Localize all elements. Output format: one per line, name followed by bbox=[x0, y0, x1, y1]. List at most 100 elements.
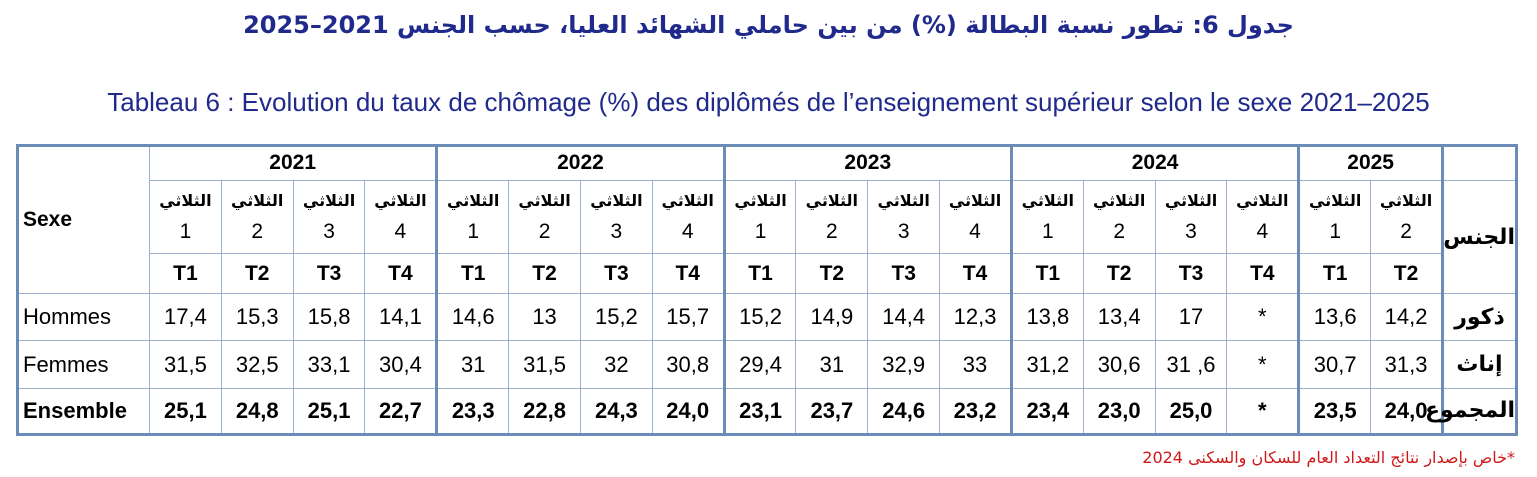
quarter-header-cell: الثلاثي 2 bbox=[508, 179, 581, 254]
rate-cell: 30,7 bbox=[1297, 340, 1372, 389]
quarter-header-cell: الثلاثي 3 bbox=[579, 179, 653, 254]
rate-cell: * bbox=[1226, 340, 1300, 389]
quarter-word: الثلاثي bbox=[231, 190, 284, 210]
rate-cell: 12,3 bbox=[939, 293, 1012, 342]
quarter-number: 1 bbox=[1329, 219, 1341, 243]
quarter-word: الثلاثي bbox=[805, 190, 859, 210]
quarter-header-cell: الثلاثي 1 bbox=[149, 179, 222, 254]
rate-cell: * bbox=[1226, 387, 1300, 436]
quarter-code-cell: T3 bbox=[1154, 252, 1228, 295]
quarter-header-cell: الثلاثي 1 bbox=[722, 179, 797, 254]
t-label-row: T1 T2 T3 T4 T1 T2 T3 T4 T1 T2 T3 T4 T1 T2 T3 T4 T1 T2 bbox=[18, 252, 1517, 295]
rate-cell: 32,5 bbox=[220, 340, 294, 389]
row-label-ar: ذكور bbox=[1441, 293, 1517, 342]
quarter-word: الثلاثي bbox=[661, 190, 714, 210]
quarter-word: الثلاثي bbox=[374, 190, 427, 210]
rate-cell: 22,7 bbox=[364, 387, 438, 436]
quarter-header-cell: الثلاثي 4 bbox=[1226, 179, 1300, 254]
rate-cell: 13,6 bbox=[1297, 293, 1372, 342]
rate-cell: 23,4 bbox=[1009, 387, 1084, 436]
rate-cell: 33 bbox=[939, 340, 1012, 389]
quarter-header-cell: الثلاثي 3 bbox=[867, 179, 941, 254]
title-french: Tableau 6 : Evolution du taux de chômage… bbox=[107, 87, 1430, 117]
year-2023: 2023 bbox=[722, 145, 1012, 181]
rate-cell: 30,4 bbox=[364, 340, 438, 389]
quarter-number: 1 bbox=[754, 219, 767, 243]
quarter-number: 4 bbox=[394, 219, 407, 243]
rate-cell: 23,3 bbox=[435, 387, 510, 436]
rate-cell: 25,1 bbox=[149, 387, 222, 436]
quarter-code-cell: T1 bbox=[1297, 252, 1372, 295]
quarter-word: الثلاثي bbox=[877, 190, 930, 210]
rate-cell: 31,5 bbox=[508, 340, 581, 389]
rate-cell: 13,8 bbox=[1009, 293, 1084, 342]
quarter-code-cell: T4 bbox=[364, 252, 438, 295]
quarter-number: 4 bbox=[681, 219, 694, 243]
quarter-number: 1 bbox=[467, 219, 480, 243]
quarter-header-cell: الثلاثي 3 bbox=[292, 179, 366, 254]
year-2024: 2024 bbox=[1009, 145, 1300, 181]
rate-cell: 15,8 bbox=[292, 293, 366, 342]
rate-cell: 33,1 bbox=[292, 340, 366, 389]
quarter-code-cell: T4 bbox=[1226, 252, 1300, 295]
quarter-word: الثلاثي bbox=[1308, 190, 1362, 210]
rate-cell: 24,0 bbox=[1370, 387, 1443, 436]
quarter-word: الثلاثي bbox=[1379, 190, 1433, 210]
quarter-code-cell: T1 bbox=[722, 252, 797, 295]
quarter-number: 3 bbox=[323, 219, 335, 243]
unemployment-table: Sexe 2021 2022 2023 2024 2025 الثلاثي 1 ال… bbox=[16, 144, 1518, 436]
quarter-header-cell: الثلاثي 1 bbox=[1297, 179, 1372, 254]
quarter-code-cell: T1 bbox=[149, 252, 222, 295]
sexe-label-fr: Sexe bbox=[17, 144, 150, 295]
rate-cell: 23,1 bbox=[722, 387, 797, 436]
rate-cell: 13 bbox=[508, 293, 581, 342]
rate-cell: 15,3 bbox=[220, 293, 294, 342]
quarter-header-row: الثلاثي 1 الثلاثي 2 الثلاثي 3 الثلاثي 4 الثلاثي 1… bbox=[18, 179, 1517, 295]
rate-cell: 14,6 bbox=[435, 293, 510, 342]
rate-cell: 15,2 bbox=[722, 293, 797, 342]
quarter-header-cell: الثلاثي 2 bbox=[1082, 179, 1156, 254]
row-label-fr: Ensemble bbox=[17, 387, 150, 436]
rate-cell: 30,6 bbox=[1082, 340, 1156, 389]
quarter-number: 2 bbox=[826, 219, 838, 243]
quarter-word: الثلاثي bbox=[948, 190, 1002, 210]
quarter-word: الثلاثي bbox=[447, 190, 500, 210]
rate-cell: 30,8 bbox=[651, 340, 725, 389]
ensemble-row: Ensemble 25,1 24,8 25,1 22,7 23,3 22,8 24,3 24,0… bbox=[17, 387, 1517, 436]
row-label-fr: Femmes bbox=[17, 340, 150, 389]
quarter-number: 2 bbox=[1113, 219, 1126, 243]
rate-cell: 14,9 bbox=[795, 293, 869, 342]
quarter-number: 4 bbox=[1256, 219, 1269, 243]
year-2021: 2021 bbox=[148, 145, 438, 181]
quarter-code-cell: T3 bbox=[579, 252, 653, 295]
quarter-code-cell: T3 bbox=[292, 252, 366, 295]
quarter-number: 4 bbox=[969, 219, 981, 243]
quarter-number: 3 bbox=[610, 219, 623, 243]
quarter-code-cell: T2 bbox=[508, 252, 581, 295]
rate-cell: 23,7 bbox=[795, 387, 869, 436]
year-2022: 2022 bbox=[435, 145, 725, 181]
quarter-code-cell: T3 bbox=[867, 252, 941, 295]
rate-cell: 24,3 bbox=[579, 387, 653, 436]
quarter-header-cell: الثلاثي 4 bbox=[364, 179, 438, 254]
quarter-code-cell: T1 bbox=[435, 252, 510, 295]
rate-cell: 14,2 bbox=[1370, 293, 1443, 342]
rate-cell: 31 ,6 bbox=[1154, 340, 1228, 389]
quarter-header-cell: الثلاثي 1 bbox=[1009, 179, 1084, 254]
rate-cell: 31,2 bbox=[1009, 340, 1084, 389]
year-2025: 2025 bbox=[1297, 145, 1443, 181]
quarter-header-cell: الثلاثي 4 bbox=[939, 179, 1012, 254]
rate-cell: 25,1 bbox=[292, 387, 366, 436]
rate-cell: 24,8 bbox=[220, 387, 294, 436]
quarter-number: 2 bbox=[251, 219, 264, 243]
quarter-number: 2 bbox=[1400, 219, 1412, 243]
row-label-ar: إناث bbox=[1441, 340, 1517, 389]
rate-cell: 25,0 bbox=[1154, 387, 1228, 436]
quarter-number: 1 bbox=[179, 219, 192, 243]
rate-cell: 24,0 bbox=[651, 387, 725, 436]
year-header-blank bbox=[1441, 145, 1517, 181]
quarter-word: الثلاثي bbox=[1164, 190, 1218, 210]
quarter-word: الثلاثي bbox=[159, 190, 212, 210]
quarter-code-cell: T2 bbox=[795, 252, 869, 295]
quarter-word: الثلاثي bbox=[1236, 190, 1289, 210]
